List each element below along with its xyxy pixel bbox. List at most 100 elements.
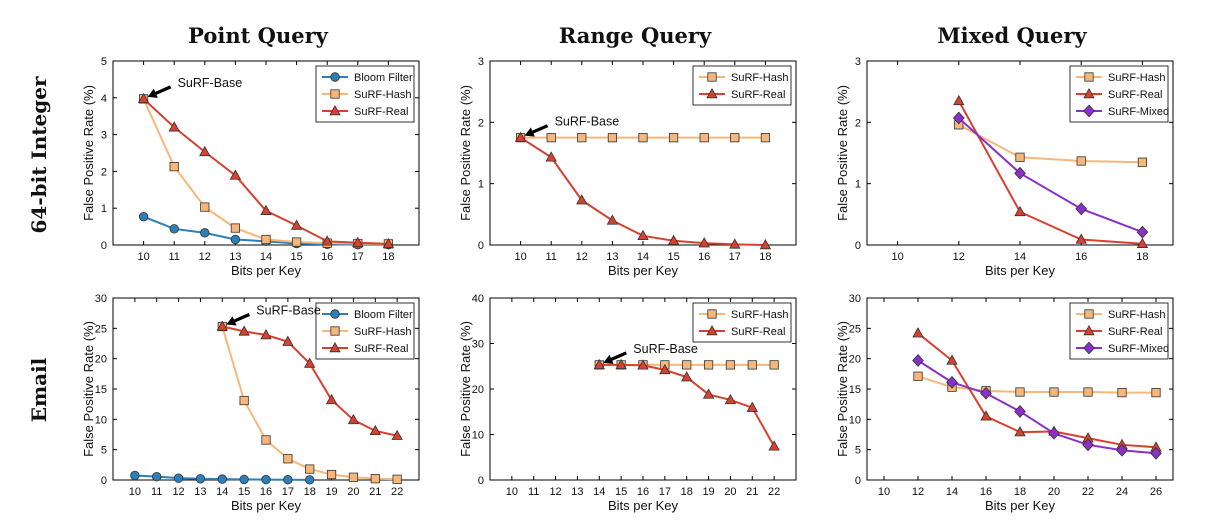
data-point-surf-hash [326,469,337,480]
y-tick-label: 0 [855,475,861,487]
data-point-bloom-filter [200,228,210,238]
x-tick-label: 16 [698,251,710,263]
x-tick-label: 18 [304,486,316,498]
x-tick-label: 10 [129,486,141,498]
y-tick-label: 0 [478,240,484,252]
legend-marker-surf-hash [707,309,717,319]
y-tick-label: 2 [101,166,107,178]
legend-marker-surf-real [706,87,718,99]
y-tick-label: 40 [472,293,484,305]
y-axis-label: False Positive Rate (%) [458,321,473,457]
x-tick-label: 10 [878,486,890,498]
data-point-surf-real [593,358,605,370]
data-point-surf-hash [305,464,315,474]
data-point-surf-hash [1015,152,1025,162]
data-point-surf-mixed [946,375,958,389]
y-tick-label: 2 [855,117,861,129]
legend-marker-surf-hash [1084,72,1094,82]
legend-label-surf-hash: SuRF-Hash [354,89,411,101]
data-point-surf-hash [291,237,302,247]
data-point-surf-real [137,92,150,104]
data-point-bloom-filter [152,471,162,482]
legend-label-surf-hash: SuRF-Hash [731,309,788,321]
legend-marker-surf-real [1083,87,1095,99]
data-point-surf-hash [239,395,249,406]
data-point-surf-real [282,335,294,346]
data-point-surf-real [698,237,710,248]
data-point-surf-real [946,354,958,365]
legend: SuRF-Hash SuRF-Real [692,302,792,343]
data-point-bloom-filter [195,474,206,484]
data-point-surf-real [391,429,403,440]
legend-label-surf-hash: SuRF-Hash [731,72,788,84]
data-point-surf-real [606,214,619,225]
legend-label-surf-real: SuRF-Real [731,89,785,101]
x-axis-label: Bits per Key [231,263,302,278]
chart-email-point-query: 0 5 10 15 20 25 30 10 11 12 13 14 15 16 17 18 19 20 21 22 Bi… [81,293,420,513]
data-point-surf-hash [1049,387,1059,397]
legend-marker-surf-mixed [1083,104,1095,118]
x-tick-label: 17 [282,486,294,498]
data-point-surf-mixed [1014,166,1026,180]
series-line-surf-real [520,136,766,246]
data-point-surf-real [229,169,242,180]
data-point-surf-real [545,151,557,162]
data-point-surf-real [702,388,715,399]
x-tick-label: 14 [593,486,605,498]
y-axis-label: False Positive Rate (%) [835,85,850,221]
data-point-surf-hash [169,162,179,172]
annotation-arrow-head [603,354,614,364]
y-tick-label: 30 [849,293,861,305]
y-tick-label: 5 [101,56,107,68]
y-tick-label: 5 [101,445,107,457]
data-point-surf-mixed [1075,202,1088,216]
data-point-surf-hash [370,474,380,484]
y-axis-label: False Positive Rate (%) [458,85,473,221]
y-tick-label: 3 [855,56,861,68]
legend-marker-surf-hash [707,72,717,82]
data-point-surf-real [304,357,316,368]
data-point-surf-real [238,325,250,336]
x-tick-label: 11 [168,251,179,263]
data-point-surf-real [912,327,924,338]
annotation-arrow-head [226,316,237,326]
data-point-surf-hash [230,223,240,233]
data-point-surf-real [980,410,992,421]
data-point-surf-hash [669,133,679,143]
data-point-surf-real [1014,205,1026,217]
data-point-surf-real [352,236,364,247]
data-point-surf-hash [760,133,771,143]
series-line-surf-hash [917,375,1156,394]
y-tick-label: 10 [472,430,484,442]
data-point-surf-mixed [1014,405,1026,418]
x-tick-label: 10 [506,486,518,498]
y-tick-label: 0 [478,475,484,487]
x-tick-label: 18 [382,251,394,263]
data-point-surf-mixed [912,354,924,367]
annotation-surf-base: SuRF-Base [603,342,698,364]
x-tick-label: 10 [891,251,903,263]
legend-label-surf-real: SuRF-Real [731,326,785,338]
legend-marker-surf-hash [1084,309,1094,319]
data-point-surf-hash [1151,388,1161,398]
x-tick-label: 17 [729,251,741,263]
y-tick-label: 1 [855,179,861,191]
x-tick-label: 22 [768,486,780,498]
legend-marker-surf-hash [330,89,340,99]
x-tick-label: 20 [347,486,359,498]
x-tick-label: 12 [953,251,965,263]
x-tick-label: 12 [576,251,588,263]
data-point-surf-real [615,358,627,370]
data-point-surf-hash [769,360,779,370]
column-title-point-query: Point Query [188,23,328,48]
annotation-arrow-shaft [608,351,627,362]
legend-marker-bloom-filter [330,72,340,82]
y-axis-label: False Positive Rate (%) [835,321,850,457]
legend-marker-surf-mixed [1083,341,1095,355]
data-point-surf-mixed [1116,443,1128,457]
annotation-surf-base: SuRF-Base [147,76,242,98]
x-tick-label: 15 [290,251,302,263]
legend: SuRF-Hash SuRF-Real SuRF-Mixed [1069,302,1169,360]
